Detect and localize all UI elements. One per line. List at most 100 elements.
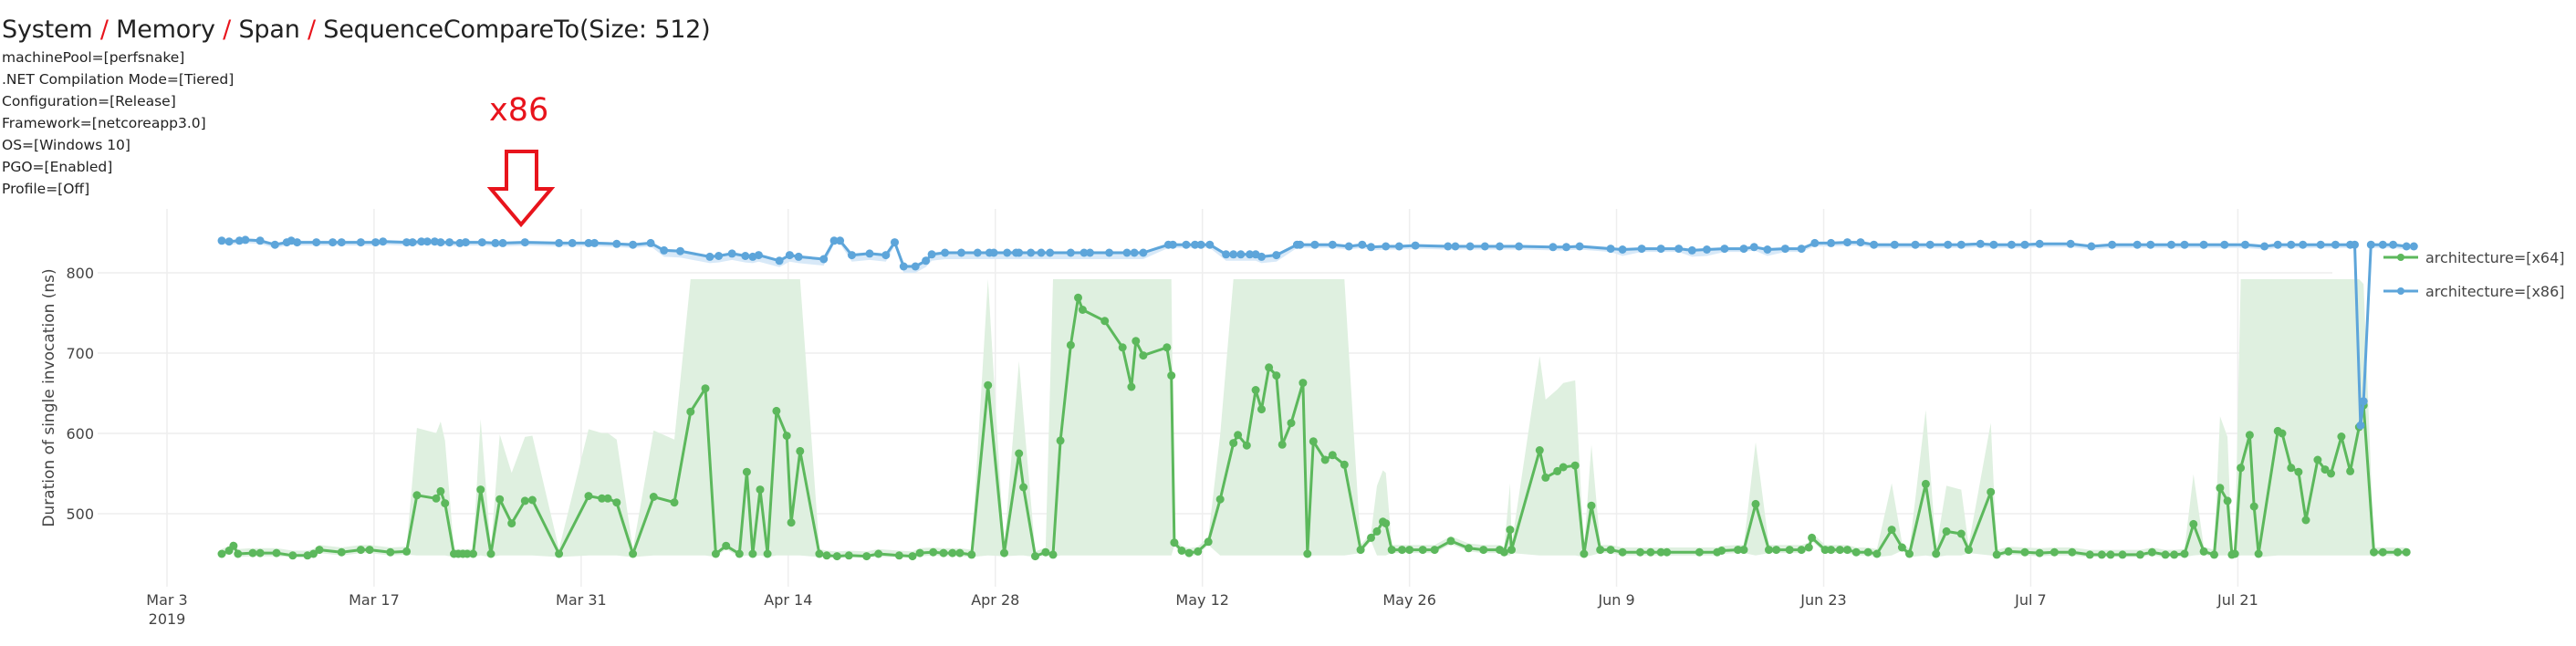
- data-point[interactable]: [229, 541, 238, 550]
- data-point[interactable]: [815, 549, 824, 558]
- data-point[interactable]: [1027, 248, 1036, 257]
- data-point[interactable]: [1553, 466, 1562, 475]
- data-point[interactable]: [1570, 461, 1580, 470]
- data-point[interactable]: [1785, 546, 1794, 555]
- data-point[interactable]: [1328, 240, 1337, 249]
- data-point[interactable]: [507, 519, 516, 528]
- data-point[interactable]: [794, 252, 803, 261]
- data-point[interactable]: [1987, 487, 1996, 496]
- data-point[interactable]: [1703, 245, 1711, 254]
- data-point[interactable]: [1751, 499, 1760, 508]
- data-point[interactable]: [2087, 242, 2096, 251]
- data-point[interactable]: [486, 549, 495, 558]
- data-point[interactable]: [1772, 546, 1781, 555]
- data-point[interactable]: [2147, 547, 2156, 557]
- data-point[interactable]: [2106, 550, 2115, 559]
- data-point[interactable]: [1663, 547, 1672, 557]
- data-point[interactable]: [1196, 240, 1205, 249]
- data-point[interactable]: [2133, 240, 2142, 249]
- data-point[interactable]: [1079, 248, 1089, 257]
- data-point[interactable]: [646, 238, 655, 247]
- data-point[interactable]: [612, 239, 621, 248]
- data-point[interactable]: [270, 240, 279, 249]
- data-point[interactable]: [891, 238, 899, 247]
- data-point[interactable]: [1559, 463, 1568, 472]
- data-point[interactable]: [2320, 465, 2330, 474]
- data-point[interactable]: [272, 548, 281, 557]
- data-point[interactable]: [1296, 240, 1305, 249]
- data-point[interactable]: [714, 252, 724, 260]
- data-point[interactable]: [2035, 239, 2044, 248]
- data-point[interactable]: [915, 548, 924, 557]
- data-point[interactable]: [1515, 242, 1524, 251]
- data-point[interactable]: [1444, 242, 1453, 251]
- data-point[interactable]: [2035, 548, 2044, 557]
- data-point[interactable]: [1272, 371, 1281, 380]
- data-point[interactable]: [2299, 240, 2308, 249]
- data-point[interactable]: [441, 499, 450, 508]
- data-point[interactable]: [1056, 436, 1065, 445]
- data-point[interactable]: [463, 549, 472, 558]
- data-point[interactable]: [1328, 451, 1337, 460]
- data-point[interactable]: [2278, 429, 2287, 438]
- data-point[interactable]: [922, 256, 931, 266]
- data-point[interactable]: [1356, 546, 1365, 555]
- data-point[interactable]: [822, 551, 831, 560]
- data-point[interactable]: [2389, 240, 2398, 249]
- legend[interactable]: architecture=[x64] architecture=[x86]: [2383, 249, 2565, 300]
- data-point[interactable]: [941, 248, 950, 257]
- data-point[interactable]: [1184, 548, 1194, 557]
- data-point[interactable]: [1932, 549, 1941, 558]
- data-point[interactable]: [469, 549, 477, 558]
- data-point[interactable]: [2066, 239, 2075, 248]
- data-point[interactable]: [1739, 245, 1748, 254]
- data-point[interactable]: [1717, 547, 1726, 555]
- data-point[interactable]: [2108, 240, 2117, 249]
- data-point[interactable]: [2287, 464, 2296, 473]
- data-point[interactable]: [894, 551, 903, 560]
- data-point[interactable]: [1656, 547, 1665, 557]
- data-point[interactable]: [1507, 546, 1516, 555]
- data-point[interactable]: [1897, 543, 1906, 552]
- data-point[interactable]: [1535, 446, 1544, 454]
- data-point[interactable]: [1646, 547, 1655, 557]
- data-point[interactable]: [660, 245, 669, 255]
- data-point[interactable]: [371, 238, 381, 247]
- data-point[interactable]: [495, 495, 505, 504]
- data-point[interactable]: [2245, 431, 2254, 440]
- data-point[interactable]: [2337, 432, 2346, 441]
- data-point[interactable]: [598, 494, 607, 503]
- data-point[interactable]: [1358, 240, 1367, 249]
- data-point[interactable]: [256, 236, 265, 245]
- data-point[interactable]: [1606, 245, 1615, 254]
- data-point[interactable]: [1287, 419, 1296, 428]
- data-point[interactable]: [1596, 546, 1605, 555]
- data-point[interactable]: [1000, 548, 1008, 557]
- data-point[interactable]: [1496, 242, 1504, 251]
- data-point[interactable]: [520, 496, 529, 505]
- data-point[interactable]: [234, 549, 243, 558]
- data-point[interactable]: [491, 238, 500, 247]
- data-point[interactable]: [862, 552, 871, 561]
- data-point[interactable]: [1251, 386, 1260, 394]
- data-point[interactable]: [2331, 240, 2340, 249]
- data-point[interactable]: [748, 549, 757, 558]
- data-point[interactable]: [436, 486, 445, 495]
- data-point[interactable]: [796, 446, 805, 455]
- data-point[interactable]: [1229, 439, 1238, 448]
- data-point[interactable]: [2223, 496, 2232, 505]
- data-point[interactable]: [686, 407, 695, 416]
- data-point[interactable]: [2007, 240, 2016, 249]
- data-point[interactable]: [701, 384, 710, 393]
- data-point[interactable]: [1580, 549, 1589, 558]
- data-point[interactable]: [735, 549, 744, 558]
- series-x64[interactable]: [217, 293, 2411, 561]
- data-point[interactable]: [1130, 248, 1139, 257]
- data-point[interactable]: [1278, 440, 1287, 449]
- data-point[interactable]: [948, 548, 957, 557]
- data-point[interactable]: [1041, 547, 1050, 557]
- data-point[interactable]: [1303, 549, 1312, 558]
- data-point[interactable]: [1344, 242, 1353, 251]
- data-point[interactable]: [1446, 537, 1455, 546]
- data-point[interactable]: [1843, 546, 1851, 555]
